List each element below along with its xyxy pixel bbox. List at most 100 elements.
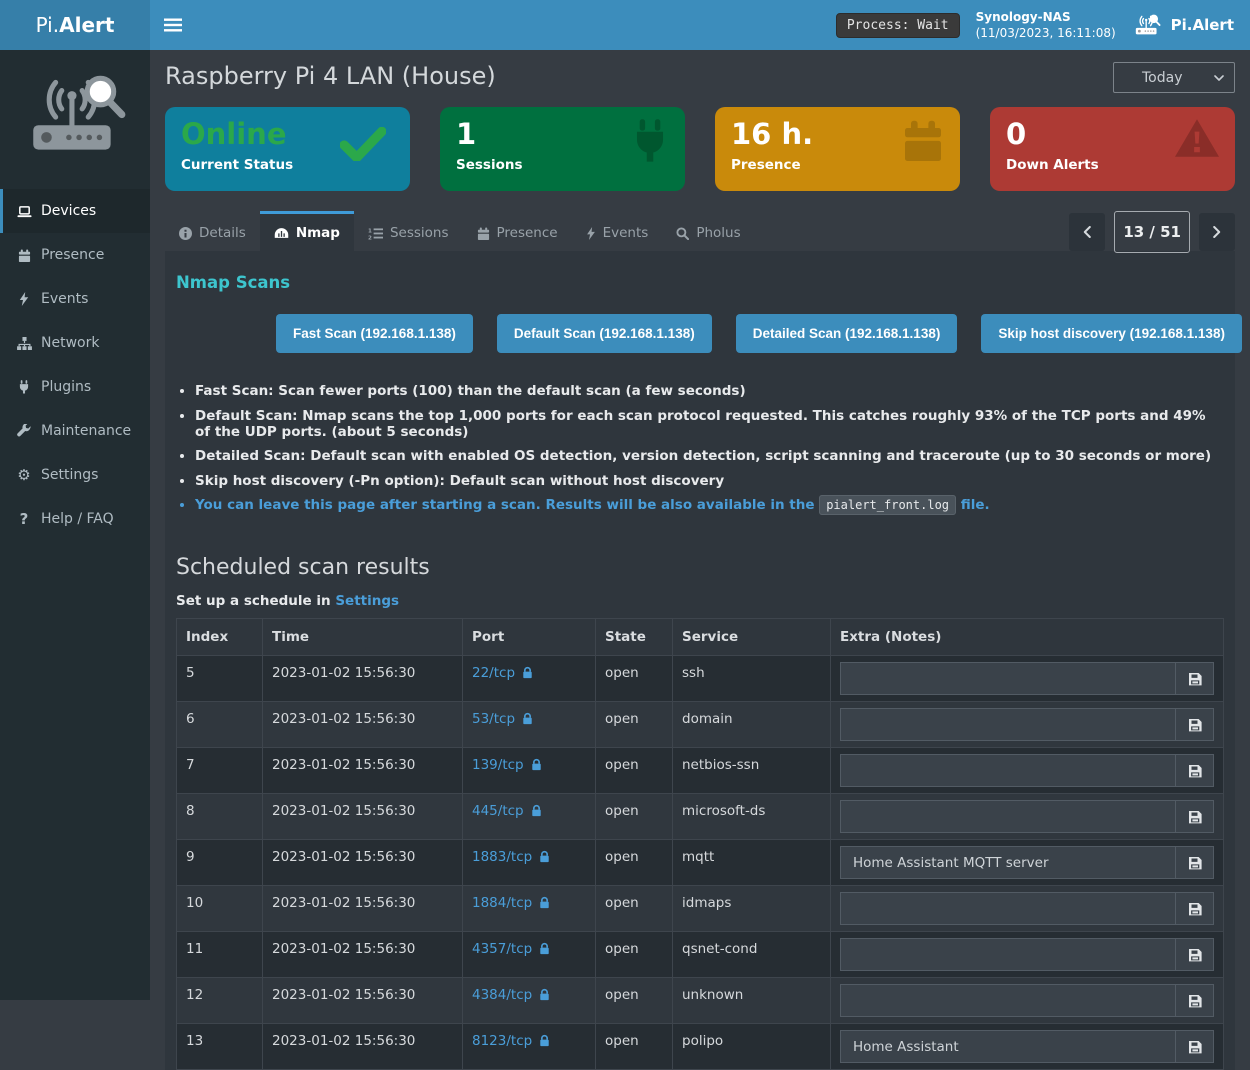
cell-time: 2023-01-02 15:56:30: [263, 656, 463, 702]
brand-prefix: Pi.: [36, 13, 60, 37]
process-status-badge: Process: Wait: [836, 13, 960, 38]
bullet-detailed-scan: Detailed Scan: Default scan with enabled…: [195, 448, 1224, 464]
sidebar-item-label: Plugins: [41, 379, 91, 395]
period-select[interactable]: Today: [1113, 62, 1235, 93]
note-input[interactable]: [841, 1031, 1175, 1062]
lock-icon: [531, 804, 542, 821]
tab-sessions[interactable]: Sessions: [354, 211, 463, 251]
sidebar-item-help[interactable]: ? Help / FAQ: [0, 497, 150, 541]
table-row: 10 2023-01-02 15:56:30 1884/tcp open idm…: [177, 886, 1224, 932]
note-input[interactable]: [841, 939, 1175, 970]
tab-nmap[interactable]: Nmap: [260, 211, 354, 251]
sidebar-item-maintenance[interactable]: Maintenance: [0, 409, 150, 453]
port-link[interactable]: 4357/tcp: [472, 941, 532, 957]
save-button[interactable]: [1175, 1031, 1213, 1062]
cell-state: open: [596, 840, 673, 886]
note-input[interactable]: [841, 893, 1175, 924]
save-button[interactable]: [1175, 847, 1213, 878]
table-row: 8 2023-01-02 15:56:30 445/tcp open micro…: [177, 794, 1224, 840]
cell-state: open: [596, 702, 673, 748]
note-input[interactable]: [841, 985, 1175, 1016]
sidebar-item-events[interactable]: Events: [0, 277, 150, 321]
note-input[interactable]: [841, 847, 1175, 878]
col-extra: Extra (Notes): [831, 619, 1224, 656]
tab-details[interactable]: Details: [165, 211, 260, 251]
save-button[interactable]: [1175, 893, 1213, 924]
sidebar-item-presence[interactable]: Presence: [0, 233, 150, 277]
brand-logo[interactable]: Pi.Alert: [0, 0, 150, 50]
cell-index: 12: [177, 978, 263, 1024]
tab-pholus[interactable]: Pholus: [662, 211, 754, 251]
sidebar-item-devices[interactable]: Devices: [0, 189, 150, 233]
port-link[interactable]: 139/tcp: [472, 757, 524, 773]
sidebar-toggle-button[interactable]: [150, 0, 196, 50]
detailed-scan-button[interactable]: Detailed Scan (192.168.1.138): [736, 314, 958, 353]
note-input[interactable]: [841, 663, 1175, 694]
laptop-icon: [16, 205, 32, 218]
port-link[interactable]: 445/tcp: [472, 803, 524, 819]
app-name: Pi.Alert: [1171, 16, 1234, 34]
port-link[interactable]: 1884/tcp: [472, 895, 532, 911]
cell-service: idmaps: [673, 886, 831, 932]
bolt-icon: [16, 292, 32, 306]
cell-time: 2023-01-02 15:56:30: [263, 702, 463, 748]
save-button[interactable]: [1175, 939, 1213, 970]
save-button[interactable]: [1175, 709, 1213, 740]
default-scan-button[interactable]: Default Scan (192.168.1.138): [497, 314, 712, 353]
brand-suffix: Alert: [59, 13, 114, 37]
sidebar-item-label: Network: [41, 335, 99, 351]
save-icon: [1188, 810, 1202, 824]
note-input[interactable]: [841, 801, 1175, 832]
save-button[interactable]: [1175, 801, 1213, 832]
scan-descriptions: Fast Scan: Scan fewer ports (100) than t…: [195, 383, 1224, 513]
tab-label: Presence: [497, 225, 558, 241]
device-pager: 13 / 51: [1069, 211, 1235, 253]
lock-icon: [522, 712, 533, 729]
col-time: Time: [263, 619, 463, 656]
prev-device-button[interactable]: [1069, 213, 1105, 251]
cell-time: 2023-01-02 15:56:30: [263, 840, 463, 886]
table-row: 13 2023-01-02 15:56:30 8123/tcp open pol…: [177, 1024, 1224, 1070]
lock-icon: [531, 758, 542, 775]
cell-extra: [831, 932, 1224, 978]
hamburger-icon: [164, 18, 182, 32]
list-ol-icon: [368, 227, 383, 240]
sidebar-item-settings[interactable]: ⚙ Settings: [0, 453, 150, 497]
next-device-button[interactable]: [1199, 213, 1235, 251]
table-row: 11 2023-01-02 15:56:30 4357/tcp open qsn…: [177, 932, 1224, 978]
port-link[interactable]: 4384/tcp: [472, 987, 532, 1003]
port-link[interactable]: 53/tcp: [472, 711, 515, 727]
table-row: 6 2023-01-02 15:56:30 53/tcp open domain: [177, 702, 1224, 748]
router-search-icon: [1132, 12, 1162, 38]
cell-extra: [831, 794, 1224, 840]
card-sessions: 1 Sessions: [440, 107, 685, 191]
sidebar-item-network[interactable]: Network: [0, 321, 150, 365]
note-input[interactable]: [841, 755, 1175, 786]
save-button[interactable]: [1175, 985, 1213, 1016]
cell-port: 22/tcp: [463, 656, 596, 702]
fast-scan-button[interactable]: Fast Scan (192.168.1.138): [276, 314, 473, 353]
tab-presence[interactable]: Presence: [463, 211, 572, 251]
cell-index: 6: [177, 702, 263, 748]
cell-extra: [831, 702, 1224, 748]
save-button[interactable]: [1175, 663, 1213, 694]
nmap-heading: Nmap Scans: [176, 273, 1224, 292]
port-link[interactable]: 22/tcp: [472, 665, 515, 681]
tab-events[interactable]: Events: [572, 211, 663, 251]
log-file-chip: pialert_front.log: [819, 495, 956, 515]
settings-link[interactable]: Settings: [335, 593, 399, 609]
port-link[interactable]: 8123/tcp: [472, 1033, 532, 1049]
note-input[interactable]: [841, 709, 1175, 740]
router-search-icon: [19, 66, 131, 163]
port-link[interactable]: 1883/tcp: [472, 849, 532, 865]
cell-state: open: [596, 748, 673, 794]
sidebar-item-label: Maintenance: [41, 423, 131, 439]
sidebar-item-plugins[interactable]: Plugins: [0, 365, 150, 409]
col-service: Service: [673, 619, 831, 656]
cell-index: 11: [177, 932, 263, 978]
col-index: Index: [177, 619, 263, 656]
status-cards: Online Current Status 1 Sessions 16 h. P…: [165, 107, 1235, 191]
save-button[interactable]: [1175, 755, 1213, 786]
skip-host-discovery-button[interactable]: Skip host discovery (192.168.1.138): [981, 314, 1242, 353]
question-icon: ?: [16, 510, 32, 528]
